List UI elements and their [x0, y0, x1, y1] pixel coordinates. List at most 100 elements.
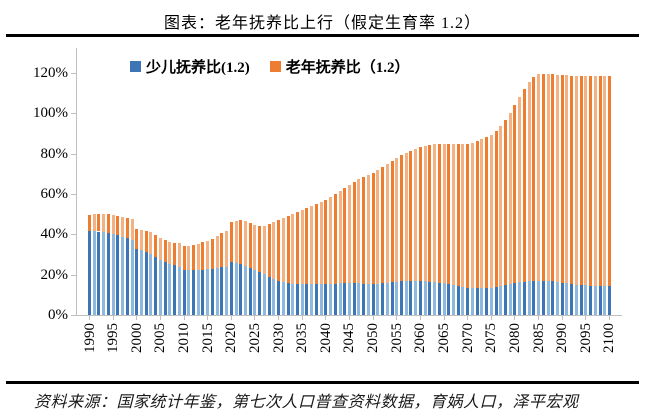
- bar-2023-elderly-segment: [243, 221, 247, 266]
- bar-2088-elderly-segment: [551, 74, 555, 282]
- bar-2039-elderly-segment: [319, 202, 323, 285]
- bar-2022-child-segment: [239, 263, 243, 315]
- x-axis-tick-2030: [278, 316, 280, 320]
- bar-2046-elderly-segment: [352, 181, 356, 284]
- legend-item-elderly: 老年抚养比（1.2）: [269, 56, 410, 77]
- bar-2022-elderly-segment: [239, 219, 243, 264]
- x-axis-label-2035: 2035: [294, 323, 311, 353]
- bar-2041-child-segment: [329, 283, 333, 315]
- bar-2016-elderly-segment: [210, 238, 214, 269]
- bar-2012-elderly-segment: [191, 244, 195, 271]
- bar-2065-elderly-segment: [442, 143, 446, 283]
- bar-2052-child-segment: [381, 283, 385, 315]
- bar-2019-child-segment: [225, 267, 229, 315]
- bar-2049-child-segment: [366, 283, 370, 315]
- bar-2071-elderly-segment: [470, 142, 474, 289]
- x-axis-tick-2015: [207, 316, 209, 320]
- bar-2031-elderly-segment: [281, 218, 285, 283]
- bar-2066-child-segment: [447, 283, 451, 315]
- bar-2032-elderly-segment: [286, 216, 290, 284]
- bar-1993-elderly-segment: [102, 214, 106, 233]
- bar-2034-elderly-segment: [295, 212, 299, 285]
- bar-2024-elderly-segment: [248, 223, 252, 268]
- bar-2064-elderly-segment: [437, 143, 441, 283]
- y-axis-label-120: 120%: [33, 64, 68, 81]
- bar-2037-child-segment: [310, 284, 314, 315]
- bar-1990-child-segment: [88, 231, 91, 315]
- bar-2015-child-segment: [206, 269, 210, 315]
- bar-2004-elderly-segment: [154, 235, 158, 257]
- x-axis-label-2040: 2040: [317, 323, 334, 353]
- bar-2080-child-segment: [513, 282, 517, 315]
- x-axis-tick-1995: [112, 316, 114, 320]
- bar-2081-elderly-segment: [518, 97, 522, 283]
- bar-1991-child-segment: [92, 231, 96, 315]
- x-axis-tick-2065: [443, 316, 445, 320]
- bar-2092-elderly-segment: [570, 75, 574, 284]
- bar-2076-child-segment: [494, 286, 498, 315]
- bar-2096-child-segment: [589, 285, 593, 315]
- bar-1997-child-segment: [121, 236, 125, 315]
- bar-2092-child-segment: [570, 283, 574, 315]
- bar-1999-child-segment: [130, 239, 134, 315]
- bar-2029-child-segment: [272, 278, 276, 315]
- bar-2011-child-segment: [187, 270, 191, 315]
- bar-2059-elderly-segment: [414, 148, 418, 281]
- x-axis-label-2045: 2045: [341, 323, 358, 353]
- legend-swatch-child-icon: [130, 61, 141, 72]
- bar-2074-child-segment: [485, 288, 489, 315]
- bar-2026-child-segment: [258, 272, 262, 315]
- legend-item-child: 少儿抚养比(1.2): [130, 56, 250, 77]
- bar-2058-elderly-segment: [409, 150, 413, 281]
- bar-2099-child-segment: [603, 285, 607, 315]
- bar-2048-elderly-segment: [362, 176, 366, 284]
- bar-2049-elderly-segment: [366, 174, 370, 284]
- bar-2097-child-segment: [593, 285, 597, 315]
- bar-1996-child-segment: [116, 235, 120, 315]
- x-axis-label-2015: 2015: [199, 323, 216, 353]
- legend-label-elderly: 老年抚养比（1.2）: [285, 60, 410, 76]
- bar-2086-child-segment: [541, 280, 545, 315]
- bar-2028-child-segment: [267, 276, 271, 315]
- bar-2045-elderly-segment: [347, 184, 351, 283]
- x-axis-tick-1990: [89, 316, 90, 320]
- bar-2007-elderly-segment: [168, 241, 172, 264]
- bar-2099-elderly-segment: [603, 76, 607, 286]
- y-axis-label-20: 20%: [40, 266, 69, 283]
- bar-2098-elderly-segment: [598, 76, 602, 286]
- x-axis-tick-2060: [419, 316, 421, 320]
- bar-2010-child-segment: [182, 270, 186, 315]
- bar-2070-child-segment: [466, 287, 470, 315]
- bar-1996-elderly-segment: [116, 215, 120, 236]
- bar-2047-child-segment: [357, 283, 361, 315]
- bar-2087-child-segment: [546, 280, 550, 315]
- bar-2082-elderly-segment: [522, 89, 526, 282]
- bar-2027-child-segment: [262, 274, 266, 315]
- bar-1995-elderly-segment: [111, 215, 115, 234]
- bar-2034-child-segment: [295, 284, 299, 315]
- chart-title: 图表：老年抚养比上行（假定生育率 1.2）: [163, 15, 481, 32]
- x-axis-label-1990: 1990: [81, 323, 98, 353]
- bar-2079-elderly-segment: [508, 113, 512, 284]
- legend-label-child: 少儿抚养比(1.2): [146, 60, 250, 76]
- bar-2060-elderly-segment: [418, 147, 422, 281]
- x-axis-tick-2080: [514, 316, 516, 320]
- legend-swatch-elderly-icon: [269, 61, 281, 72]
- bar-2007-child-segment: [168, 263, 172, 315]
- bar-1994-elderly-segment: [106, 214, 110, 233]
- bar-2040-child-segment: [324, 283, 328, 315]
- bar-2062-child-segment: [428, 281, 432, 315]
- bar-2015-elderly-segment: [206, 240, 210, 270]
- bar-2057-child-segment: [404, 281, 408, 315]
- bar-2033-child-segment: [291, 283, 295, 315]
- x-axis-tick-2070: [467, 316, 469, 320]
- bar-2010-elderly-segment: [182, 246, 186, 270]
- bar-2003-elderly-segment: [149, 232, 153, 254]
- bar-2023-child-segment: [243, 265, 247, 315]
- bar-2091-child-segment: [565, 283, 569, 315]
- bar-2029-elderly-segment: [272, 222, 276, 279]
- bar-2002-elderly-segment: [144, 231, 148, 253]
- x-axis-tick-2020: [230, 316, 232, 320]
- bar-2043-child-segment: [338, 283, 342, 315]
- bar-2056-child-segment: [399, 281, 403, 315]
